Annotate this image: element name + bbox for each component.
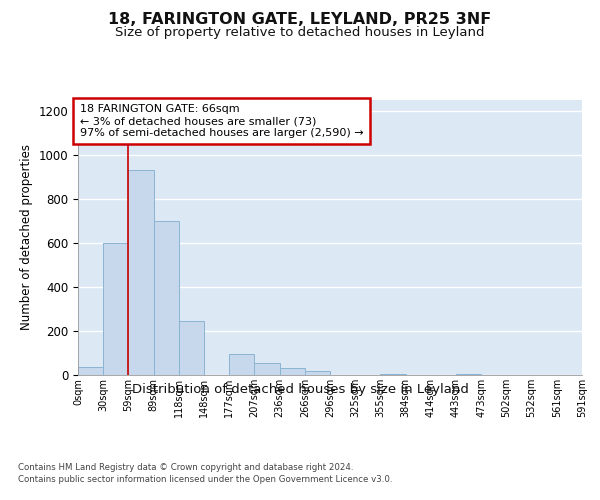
- Bar: [254, 363, 280, 375]
- Text: 18, FARINGTON GATE, LEYLAND, PR25 3NF: 18, FARINGTON GATE, LEYLAND, PR25 3NF: [109, 12, 491, 28]
- Bar: [78, 368, 103, 375]
- Text: Contains HM Land Registry data © Crown copyright and database right 2024.: Contains HM Land Registry data © Crown c…: [18, 462, 353, 471]
- Bar: [280, 368, 305, 375]
- Text: Distribution of detached houses by size in Leyland: Distribution of detached houses by size …: [131, 382, 469, 396]
- Bar: [380, 374, 406, 375]
- Bar: [103, 243, 128, 375]
- Bar: [154, 221, 179, 375]
- Text: Size of property relative to detached houses in Leyland: Size of property relative to detached ho…: [115, 26, 485, 39]
- Bar: [456, 374, 481, 375]
- Y-axis label: Number of detached properties: Number of detached properties: [20, 144, 33, 330]
- Bar: [229, 354, 254, 375]
- Text: 18 FARINGTON GATE: 66sqm
← 3% of detached houses are smaller (73)
97% of semi-de: 18 FARINGTON GATE: 66sqm ← 3% of detache…: [80, 104, 364, 138]
- Bar: [179, 321, 204, 375]
- Text: Contains public sector information licensed under the Open Government Licence v3: Contains public sector information licen…: [18, 475, 392, 484]
- Bar: [128, 170, 154, 375]
- Bar: [305, 370, 330, 375]
